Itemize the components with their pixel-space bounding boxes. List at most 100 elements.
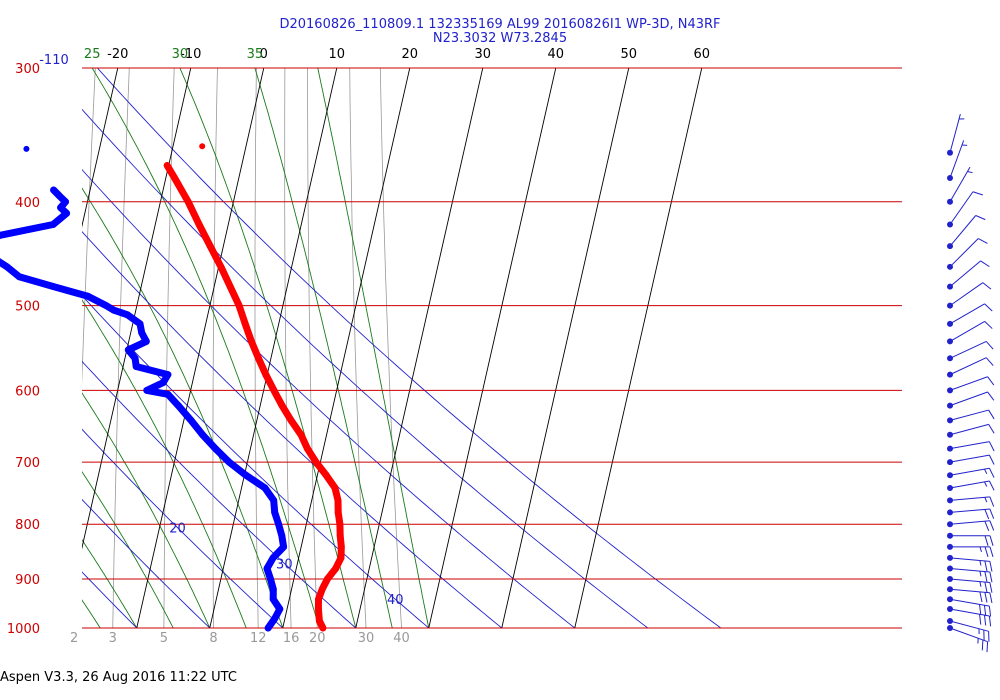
mixing-ratio-label: 8 <box>209 631 217 646</box>
dewpoint-profile-point <box>143 387 151 394</box>
dewpoint-profile-point <box>84 292 92 300</box>
wind-barb <box>947 596 992 617</box>
temperature-profile-point <box>226 283 234 291</box>
dewpoint-profile-point <box>62 198 69 206</box>
wind-barb-feather <box>978 238 988 244</box>
temperature-profile-point <box>255 354 262 362</box>
wind-barb <box>947 441 995 452</box>
temperature-profile-point <box>270 387 278 394</box>
wind-barbs <box>947 114 995 653</box>
dewpoint-profile-point <box>269 554 277 562</box>
isotherms <box>0 0 703 651</box>
wind-barb <box>947 140 968 181</box>
mixing-ratio-line <box>163 68 175 628</box>
wind-barb-staff <box>949 467 990 476</box>
wind-barb-staff <box>949 423 989 436</box>
wind-barb <box>947 532 994 546</box>
dry-adiabats <box>0 0 722 651</box>
temperature-profile-point <box>287 417 295 424</box>
dry-adiabat-line <box>82 428 284 628</box>
isotherm-line <box>209 68 338 628</box>
temperature-profile-point <box>318 585 326 593</box>
dewpoint-profile-point <box>269 595 277 603</box>
dry-adiabat-line <box>0 0 12 651</box>
temperature-profile-point <box>312 458 320 466</box>
temperature-profile-point <box>324 575 331 583</box>
dewpoint-profile-point <box>132 363 140 370</box>
wind-barb-feather <box>984 560 988 572</box>
dewpoint-profile <box>0 186 288 632</box>
isobars <box>82 67 902 629</box>
wind-barb-staff <box>949 114 961 153</box>
wind-barb <box>947 282 992 309</box>
moist-adiabat-line <box>0 0 80 651</box>
wind-barb-half-feather <box>979 571 982 577</box>
dewpoint-profile-point <box>269 585 277 593</box>
wind-barb <box>947 191 984 228</box>
wind-barb-staff <box>949 320 985 342</box>
mixing-ratio-label: 2 <box>70 631 78 646</box>
wind-barb-staff <box>949 508 990 513</box>
wind-barb-feather <box>984 581 988 593</box>
wind-barb-feather <box>979 604 982 615</box>
dewpoint-profile-point <box>211 445 219 453</box>
temperature-profile-point <box>278 402 286 410</box>
pressure-label-600: 600 <box>15 384 40 399</box>
wind-barb <box>947 480 995 491</box>
wind-barb <box>947 260 990 290</box>
wind-barb-feather <box>980 260 990 268</box>
dewpoint-profile-point <box>242 471 250 479</box>
moist-adiabat-line <box>0 0 8 651</box>
dewpoint-profile-point <box>15 273 23 281</box>
axis-labels: 1000 900 800 700 600 500 400 300 -20 -10 0 10 20 30 40… <box>7 47 710 646</box>
wind-barb-staff <box>949 391 988 407</box>
moist-adiabat-line <box>91 68 320 628</box>
mixing-ratio-label: 16 <box>283 631 300 646</box>
pressure-label-800: 800 <box>15 518 40 533</box>
wind-barb-feather <box>984 546 989 558</box>
wind-barb-feather <box>988 606 992 617</box>
dewpoint-profile-point <box>136 320 144 328</box>
wind-barb-staff <box>949 454 990 463</box>
wind-barb-feather <box>984 321 993 329</box>
moist-adiabat-line <box>179 68 357 628</box>
wind-barb-staff <box>949 303 985 325</box>
isotherm-line <box>282 68 411 628</box>
dewpoint-profile-point <box>57 204 64 211</box>
isotherm-line <box>0 0 64 651</box>
temperature-profile-point <box>331 484 339 492</box>
temperature-profile-point <box>337 543 345 551</box>
dewpoint-profile-point <box>142 337 150 345</box>
dry-adiabat-line <box>82 498 211 628</box>
wind-barb-staff <box>949 340 987 359</box>
mixing-ratio-line <box>11 0 46 651</box>
mixing-ratio-line <box>379 68 403 628</box>
temperature-profile-point <box>262 371 270 379</box>
wind-barb <box>947 575 993 593</box>
wind-barb-feather <box>988 615 992 627</box>
dewpoint-profile-point <box>276 605 284 613</box>
moist-adiabat-label: 30 <box>172 47 189 62</box>
wind-barb-feather <box>983 615 987 626</box>
moist-adiabat-line <box>82 299 247 628</box>
mixing-ratio-label: 40 <box>393 631 410 646</box>
wind-barb-feather <box>988 480 995 491</box>
wind-barb-feather <box>975 215 986 221</box>
dry-adiabat-line <box>82 108 649 628</box>
pressure-label-1000: 1000 <box>7 622 40 637</box>
wind-barb <box>947 606 992 627</box>
temperature-profile-point <box>315 595 322 603</box>
isotherm-label: 0 <box>260 47 268 62</box>
wind-barb-feather <box>988 409 995 420</box>
wind-barb <box>947 303 993 327</box>
temperature-profile-point <box>315 605 322 613</box>
wind-barb <box>947 565 993 583</box>
isotherm-label: 40 <box>547 47 564 62</box>
wind-barb-feather <box>989 546 994 558</box>
wind-barb-feather <box>979 614 982 625</box>
wind-barb-staff <box>949 282 984 307</box>
wind-barb-feather <box>989 571 993 583</box>
wind-barb-feather <box>988 441 995 452</box>
isotherm-label: 50 <box>620 47 637 62</box>
dry-adiabat-line <box>82 360 357 628</box>
